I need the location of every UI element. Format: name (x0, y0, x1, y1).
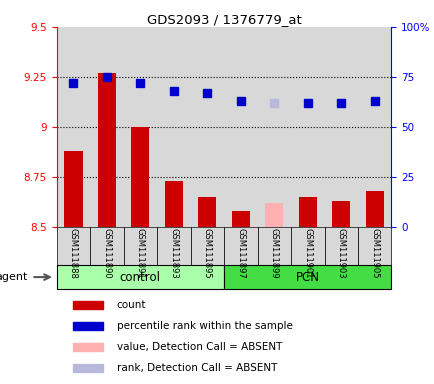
Bar (257, 227, 290, 265)
Text: GSM111895: GSM111895 (202, 228, 211, 278)
Bar (56, 27, 90, 227)
Bar (331, 200, 350, 227)
Text: GSM111899: GSM111899 (269, 228, 278, 278)
Bar (357, 27, 391, 227)
Text: GSM111891: GSM111891 (135, 228, 145, 278)
Bar (56, 265, 224, 289)
Bar (90, 27, 123, 227)
Text: percentile rank within the sample: percentile rank within the sample (117, 321, 292, 331)
Bar (73, 343, 103, 351)
Text: rank, Detection Call = ABSENT: rank, Detection Call = ABSENT (117, 362, 276, 372)
Bar (73, 301, 103, 309)
Bar (357, 227, 391, 265)
Text: GSM111897: GSM111897 (236, 228, 245, 278)
Bar (197, 197, 216, 227)
Bar (224, 27, 257, 227)
Text: PCN: PCN (295, 271, 319, 284)
Bar (157, 227, 190, 265)
Text: GSM111905: GSM111905 (369, 228, 378, 278)
Bar (224, 227, 257, 265)
Bar (90, 227, 123, 265)
Bar (164, 180, 183, 227)
Bar (190, 27, 224, 227)
Bar (324, 227, 357, 265)
Text: GSM111888: GSM111888 (69, 228, 78, 279)
Bar (224, 265, 391, 289)
Bar (298, 197, 316, 227)
Text: GSM111893: GSM111893 (169, 228, 178, 278)
Bar (264, 203, 283, 227)
Bar (56, 227, 90, 265)
Bar (257, 27, 290, 227)
Bar (190, 227, 224, 265)
Bar (290, 27, 324, 227)
Title: GDS2093 / 1376779_at: GDS2093 / 1376779_at (146, 13, 301, 26)
Text: GSM111903: GSM111903 (336, 228, 345, 278)
Bar (64, 151, 82, 227)
Bar (131, 127, 149, 227)
Bar (157, 27, 190, 227)
Bar (73, 364, 103, 371)
Bar (365, 190, 383, 227)
Text: agent: agent (0, 272, 28, 282)
Text: GSM111890: GSM111890 (102, 228, 111, 278)
Bar (324, 27, 357, 227)
Bar (231, 210, 250, 227)
Text: control: control (119, 271, 161, 284)
Text: count: count (117, 300, 146, 310)
Bar (73, 322, 103, 329)
Text: GSM111901: GSM111901 (302, 228, 312, 278)
Text: value, Detection Call = ABSENT: value, Detection Call = ABSENT (117, 342, 282, 352)
Bar (123, 27, 157, 227)
Bar (123, 227, 157, 265)
Bar (290, 227, 324, 265)
Bar (97, 73, 116, 227)
